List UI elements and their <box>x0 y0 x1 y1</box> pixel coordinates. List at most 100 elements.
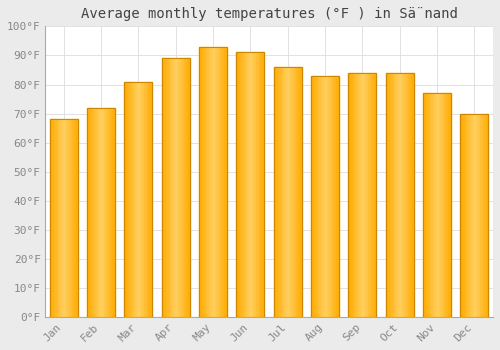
Bar <box>248 52 249 317</box>
Bar <box>106 108 108 317</box>
Bar <box>166 58 167 317</box>
Bar <box>128 82 130 317</box>
Bar <box>199 47 227 317</box>
Bar <box>316 76 318 317</box>
Bar <box>482 114 483 317</box>
Bar <box>434 93 436 317</box>
Bar <box>311 76 339 317</box>
Bar <box>131 82 132 317</box>
Bar <box>187 58 188 317</box>
Bar <box>239 52 240 317</box>
Bar <box>423 93 451 317</box>
Bar <box>87 108 115 317</box>
Bar <box>242 52 244 317</box>
Bar <box>51 119 52 317</box>
Bar <box>258 52 260 317</box>
Bar <box>330 76 332 317</box>
Bar <box>50 119 78 317</box>
Bar <box>100 108 101 317</box>
Bar <box>462 114 463 317</box>
Bar <box>88 108 90 317</box>
Bar <box>246 52 248 317</box>
Bar <box>365 73 366 317</box>
Bar <box>478 114 480 317</box>
Bar <box>208 47 210 317</box>
Bar <box>213 47 214 317</box>
Bar <box>260 52 262 317</box>
Bar <box>217 47 218 317</box>
Bar <box>170 58 172 317</box>
Bar <box>56 119 58 317</box>
Bar <box>324 76 325 317</box>
Bar <box>441 93 442 317</box>
Bar <box>424 93 426 317</box>
Bar <box>278 67 279 317</box>
Bar <box>130 82 131 317</box>
Bar <box>289 67 290 317</box>
Bar <box>164 58 166 317</box>
Bar <box>312 76 314 317</box>
Bar <box>124 82 126 317</box>
Bar <box>322 76 324 317</box>
Bar <box>315 76 316 317</box>
Bar <box>214 47 216 317</box>
Bar <box>326 76 328 317</box>
Bar <box>318 76 320 317</box>
Bar <box>136 82 137 317</box>
Bar <box>60 119 62 317</box>
Bar <box>411 73 412 317</box>
Bar <box>202 47 203 317</box>
Bar <box>397 73 398 317</box>
Bar <box>460 114 462 317</box>
Bar <box>140 82 141 317</box>
Bar <box>220 47 222 317</box>
Bar <box>348 73 376 317</box>
Bar <box>87 108 88 317</box>
Bar <box>87 108 115 317</box>
Bar <box>146 82 148 317</box>
Bar <box>484 114 486 317</box>
Bar <box>469 114 470 317</box>
Bar <box>124 82 152 317</box>
Bar <box>408 73 410 317</box>
Bar <box>474 114 476 317</box>
Bar <box>329 76 330 317</box>
Bar <box>334 76 335 317</box>
Bar <box>199 47 200 317</box>
Bar <box>134 82 136 317</box>
Bar <box>276 67 278 317</box>
Bar <box>150 82 151 317</box>
Bar <box>244 52 246 317</box>
Bar <box>360 73 361 317</box>
Bar <box>438 93 440 317</box>
Bar <box>263 52 264 317</box>
Bar <box>173 58 174 317</box>
Bar <box>210 47 212 317</box>
Bar <box>368 73 370 317</box>
Bar <box>351 73 352 317</box>
Bar <box>423 93 424 317</box>
Bar <box>132 82 134 317</box>
Bar <box>66 119 68 317</box>
Bar <box>236 52 238 317</box>
Bar <box>430 93 432 317</box>
Bar <box>284 67 285 317</box>
Bar <box>406 73 408 317</box>
Bar <box>466 114 468 317</box>
Bar <box>432 93 433 317</box>
Bar <box>348 73 376 317</box>
Bar <box>167 58 168 317</box>
Bar <box>218 47 220 317</box>
Bar <box>180 58 181 317</box>
Bar <box>252 52 253 317</box>
Bar <box>186 58 187 317</box>
Bar <box>320 76 321 317</box>
Bar <box>437 93 438 317</box>
Bar <box>294 67 296 317</box>
Bar <box>350 73 351 317</box>
Bar <box>292 67 293 317</box>
Bar <box>338 76 339 317</box>
Bar <box>68 119 69 317</box>
Bar <box>184 58 186 317</box>
Bar <box>398 73 400 317</box>
